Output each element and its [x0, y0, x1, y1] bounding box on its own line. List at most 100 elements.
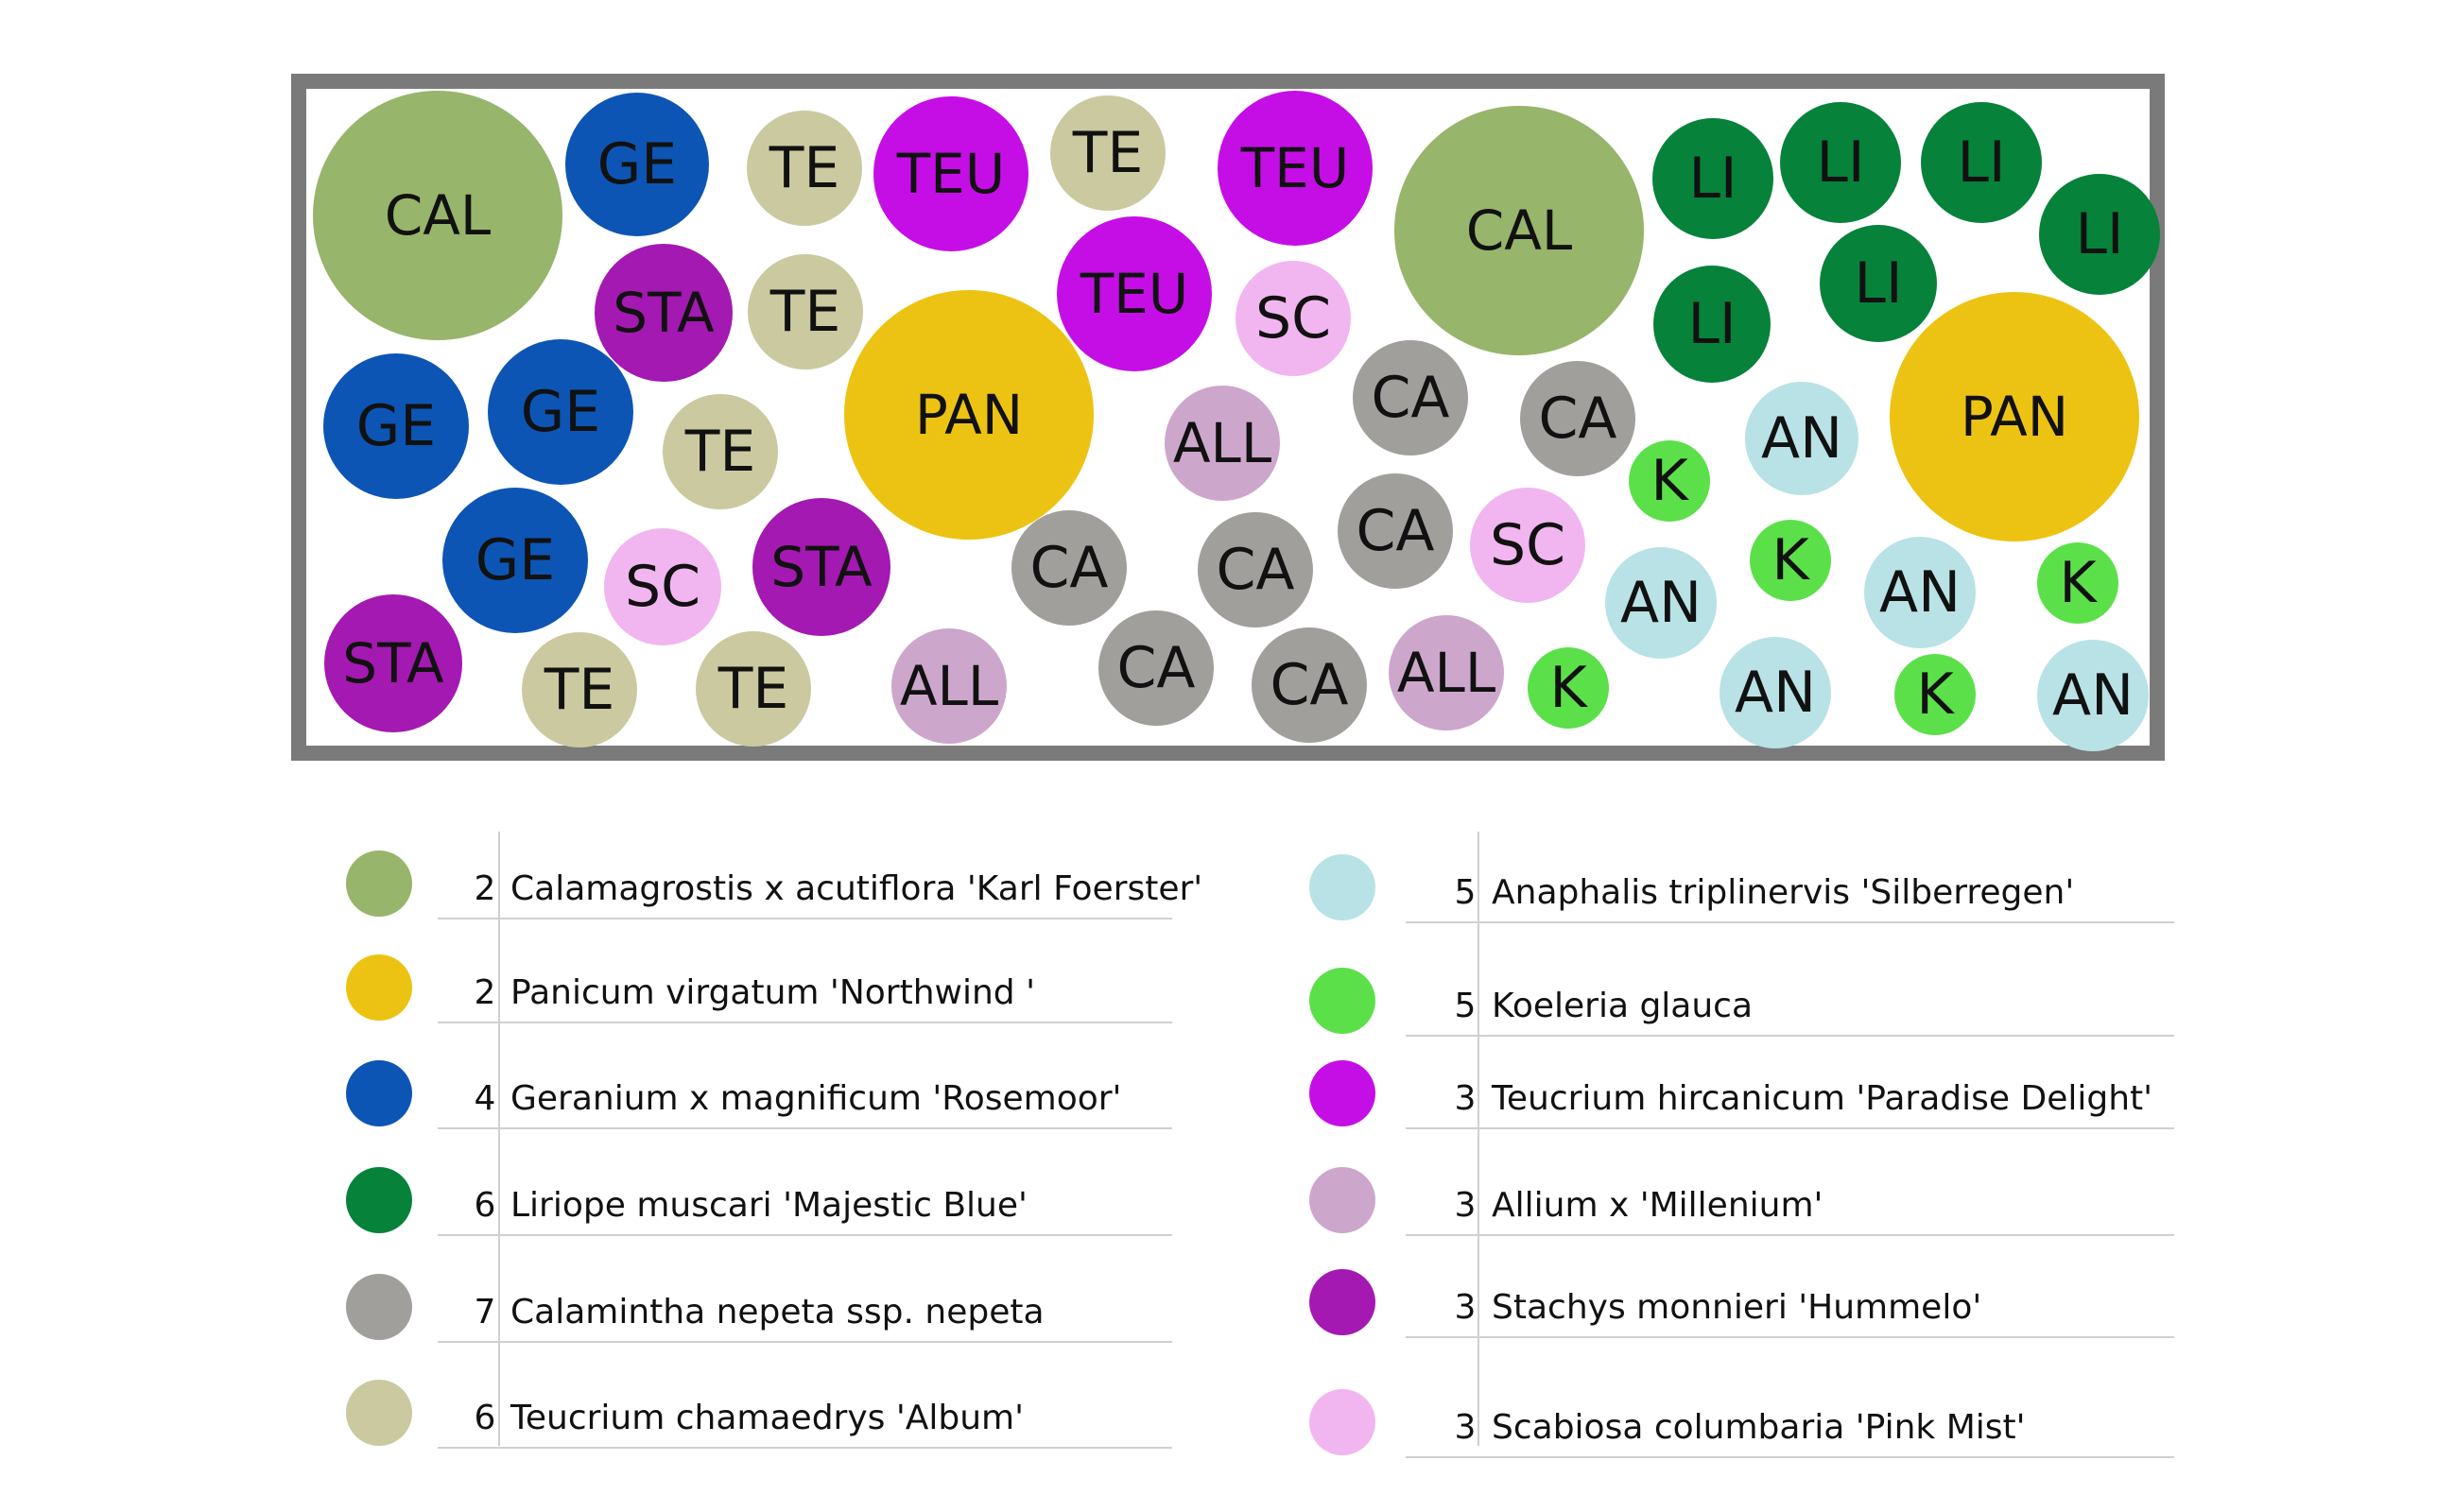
plant-label: TE	[684, 419, 756, 485]
plant-teu: TEU	[1218, 91, 1373, 246]
plant-circle	[1750, 520, 1831, 601]
plant-ge: GE	[442, 488, 588, 633]
legend: 2 Calamagrostis x acutiflora 'Karl Foerst…	[346, 832, 2174, 1458]
legend-count: 2	[475, 869, 496, 908]
plant-label: CA	[1030, 535, 1109, 601]
plant-pan: PAN	[844, 290, 1094, 540]
plant-li: LI	[1652, 118, 1773, 239]
legend-item-all: 3 Allium x 'Millenium'	[1309, 1167, 2174, 1236]
plant-circle	[1394, 106, 1644, 355]
legend-count: 6	[475, 1399, 496, 1437]
plant-circle	[1198, 512, 1313, 627]
plant-label: AN	[1761, 405, 1842, 472]
legend-item-k: 5 Koeleria glauca	[1309, 968, 2174, 1037]
plant-an: AN	[2037, 640, 2149, 751]
legend-item-li: 6 Liriope muscari 'Majestic Blue'	[346, 1167, 1172, 1236]
legend-item-cal: 2 Calamagrostis x acutiflora 'Karl Foerst…	[346, 850, 1202, 919]
plant-label: PAN	[915, 383, 1023, 447]
plant-label: SC	[625, 554, 700, 620]
plant-all: ALL	[1165, 386, 1280, 501]
legend-item-ca: 7 Calamintha nepeta ssp. nepeta	[346, 1274, 1172, 1343]
legend-right-column: 5 Anaphalis triplinervis 'Silberregen' 5 Ko…	[1309, 832, 2174, 1458]
plant-circle	[1780, 102, 1901, 223]
plant-teu: TEU	[1057, 216, 1212, 371]
plant-label: PAN	[1961, 385, 2068, 449]
plant-label: STA	[342, 631, 444, 696]
legend-name: Panicum virgatum 'Northwind '	[510, 973, 1035, 1012]
plant-circle	[595, 244, 733, 382]
legend-swatch	[346, 850, 412, 917]
legend-item-sta: 3 Stachys monnieri 'Hummelo'	[1309, 1269, 2174, 1338]
plant-label: ALL	[900, 654, 998, 718]
plant-circle	[1057, 216, 1212, 371]
plant-ca: CA	[1520, 361, 1635, 476]
plant-circle	[1921, 102, 2042, 223]
plant-label: GE	[597, 131, 677, 198]
plant-circle	[1389, 615, 1504, 730]
plant-label: TE	[1072, 120, 1144, 186]
plant-label: CA	[1357, 498, 1435, 564]
legend-swatch	[346, 1380, 412, 1446]
plant-label: SC	[1255, 285, 1331, 352]
plant-label: LI	[2075, 201, 2123, 267]
plant-label: K	[1549, 655, 1588, 721]
plant-circle	[1050, 95, 1166, 211]
legend-count: 3	[1455, 1079, 1477, 1118]
plant-circle	[442, 488, 588, 633]
plant-pan: PAN	[1890, 292, 2139, 541]
legend-count: 3	[1455, 1408, 1477, 1447]
plant-label: CAL	[385, 183, 492, 248]
plant-li: LI	[1820, 225, 1937, 342]
plant-label: K	[1651, 448, 1689, 514]
legend-name: Allium x 'Millenium'	[1492, 1186, 1823, 1225]
plant-label: CA	[1270, 652, 1349, 718]
plant-an: AN	[1720, 637, 1831, 748]
plant-ca: CA	[1198, 512, 1313, 627]
legend-name: Geranium x magnificum 'Rosemoor'	[510, 1079, 1121, 1118]
legend-name: Scabiosa columbaria 'Pink Mist'	[1492, 1408, 2026, 1447]
legend-name: Liriope muscari 'Majestic Blue'	[510, 1186, 1028, 1225]
plant-all: ALL	[1389, 615, 1504, 730]
legend-name: Anaphalis triplinervis 'Silberregen'	[1492, 873, 2074, 912]
legend-count: 3	[1455, 1288, 1477, 1327]
legend-swatch	[1309, 1389, 1375, 1455]
plant-label: ALL	[1397, 641, 1495, 705]
plant-k: K	[1629, 440, 1710, 522]
plant-label: LI	[1688, 146, 1737, 212]
plant-k: K	[1528, 647, 1609, 729]
plant-circle	[1890, 292, 2139, 541]
plant-sc: SC	[604, 528, 721, 645]
plant-label: CAL	[1466, 198, 1573, 263]
plant-circle	[748, 254, 863, 369]
legend-name: Koeleria glauca	[1492, 987, 1753, 1025]
plant-label: AN	[1879, 559, 1961, 626]
plant-label: TEU	[1240, 136, 1350, 200]
legend-item-an: 5 Anaphalis triplinervis 'Silberregen'	[1309, 854, 2174, 923]
plant-circle	[604, 528, 721, 645]
legend-left-column: 2 Calamagrostis x acutiflora 'Karl Foerst…	[346, 832, 1202, 1449]
plant-label: TE	[544, 657, 615, 723]
plant-label: LI	[1957, 129, 2005, 196]
plant-circle	[488, 339, 633, 485]
plant-an: AN	[1745, 382, 1858, 495]
legend-name: Stachys monnieri 'Hummelo'	[1492, 1288, 1981, 1327]
plant-circle	[1629, 440, 1710, 522]
plant-circle	[1720, 637, 1831, 748]
plant-sta: STA	[752, 498, 890, 636]
plant-label: LI	[1854, 250, 1902, 317]
plant-ca: CA	[1252, 627, 1367, 743]
plant-an: AN	[1864, 537, 1976, 648]
plant-te: TE	[696, 631, 811, 747]
plant-circle	[1252, 627, 1367, 743]
plant-label: K	[1916, 662, 1955, 728]
plant-sc: SC	[1470, 488, 1585, 603]
plant-circle	[1605, 547, 1717, 659]
plant-k: K	[1750, 520, 1831, 601]
plant-circle	[1520, 361, 1635, 476]
plant-circle	[747, 111, 862, 226]
plant-label: CA	[1372, 365, 1450, 431]
plant-label: TE	[769, 135, 840, 201]
legend-swatch	[1309, 1269, 1375, 1335]
legend-item-ge: 4 Geranium x magnificum 'Rosemoor'	[346, 1060, 1172, 1129]
